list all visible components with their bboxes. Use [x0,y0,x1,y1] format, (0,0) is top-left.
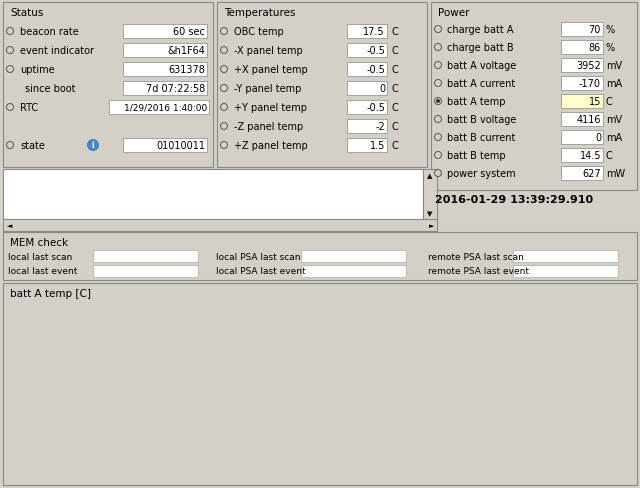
Text: +Z panel temp: +Z panel temp [234,141,308,151]
Text: 0: 0 [595,133,601,142]
Bar [161,313,220,460]
Text: C: C [391,122,397,132]
Text: remote PSA last event: remote PSA last event [428,267,529,276]
Text: batt B voltage: batt B voltage [447,115,516,125]
Text: -170: -170 [579,79,601,89]
Text: Status: Status [10,8,44,18]
Text: 14.5: 14.5 [579,151,601,161]
Text: mA: mA [606,133,622,142]
Text: i: i [92,141,94,150]
Text: 4116: 4116 [577,115,601,125]
Text: local last scan: local last scan [8,252,72,261]
Text: 631378: 631378 [168,65,205,75]
Text: 2016-01-29 13:39:29.910: 2016-01-29 13:39:29.910 [435,195,593,204]
Text: mA: mA [606,79,622,89]
Bar [452,313,511,460]
Text: charge batt A: charge batt A [447,25,513,35]
Text: 627: 627 [582,169,601,179]
Text: 70: 70 [589,25,601,35]
Text: %: % [606,43,615,53]
Text: C: C [391,103,397,113]
Text: since boot: since boot [25,84,76,94]
Text: C: C [391,65,397,75]
Text: mW: mW [606,169,625,179]
Text: %: % [606,25,615,35]
Text: mV: mV [606,115,622,125]
Text: 60 sec: 60 sec [173,27,205,37]
Text: C: C [391,46,397,56]
Text: 01010011: 01010011 [156,141,205,151]
Text: uptime: uptime [20,65,54,75]
Text: local PSA last scan: local PSA last scan [216,252,301,261]
Bar [549,313,607,460]
Text: batt A current: batt A current [447,79,515,89]
Bar [65,318,123,460]
Text: ▲: ▲ [428,173,433,179]
Text: 15: 15 [589,97,601,107]
Text: -0.5: -0.5 [366,46,385,56]
Text: 17.5: 17.5 [364,27,385,37]
Text: Power: Power [438,8,470,18]
Text: batt A temp: batt A temp [447,97,506,107]
Text: +X panel temp: +X panel temp [234,65,308,75]
Text: &h1F64: &h1F64 [167,46,205,56]
Text: MEM check: MEM check [10,238,68,247]
Text: -Z panel temp: -Z panel temp [234,122,303,132]
Text: -0.5: -0.5 [366,103,385,113]
Text: C: C [391,27,397,37]
Text: batt A temp [C]: batt A temp [C] [10,288,91,298]
Text: Temperatures: Temperatures [224,8,296,18]
Text: ►: ► [429,223,435,228]
Text: -X panel temp: -X panel temp [234,46,303,56]
Text: local PSA last event: local PSA last event [216,267,306,276]
Text: C: C [606,151,612,161]
Bar [355,313,413,460]
Text: C: C [391,141,397,151]
Text: 0: 0 [379,84,385,94]
Text: ◄: ◄ [7,223,13,228]
Text: C: C [606,97,612,107]
Text: -Y panel temp: -Y panel temp [234,84,301,94]
Text: ▼: ▼ [428,210,433,217]
Text: mV: mV [606,61,622,71]
Bar [259,313,317,460]
Text: charge batt B: charge batt B [447,43,514,53]
Text: C: C [391,84,397,94]
Text: -2: -2 [375,122,385,132]
Text: state: state [20,141,45,151]
Text: 1.5: 1.5 [370,141,385,151]
Text: OBC temp: OBC temp [234,27,284,37]
Text: 86: 86 [589,43,601,53]
Text: 3952: 3952 [576,61,601,71]
Text: remote PSA last scan: remote PSA last scan [428,252,524,261]
Text: 7d 07:22:58: 7d 07:22:58 [146,84,205,94]
Text: beacon rate: beacon rate [20,27,79,37]
Text: power system: power system [447,169,516,179]
Text: 1/29/2016 1:40:00: 1/29/2016 1:40:00 [124,103,207,112]
Text: event indicator: event indicator [20,46,94,56]
Text: -0.5: -0.5 [366,65,385,75]
Text: +Y panel temp: +Y panel temp [234,103,307,113]
Text: batt B temp: batt B temp [447,151,506,161]
Text: batt A voltage: batt A voltage [447,61,516,71]
Text: batt B current: batt B current [447,133,515,142]
Text: RTC: RTC [20,103,38,113]
Text: local last event: local last event [8,267,77,276]
